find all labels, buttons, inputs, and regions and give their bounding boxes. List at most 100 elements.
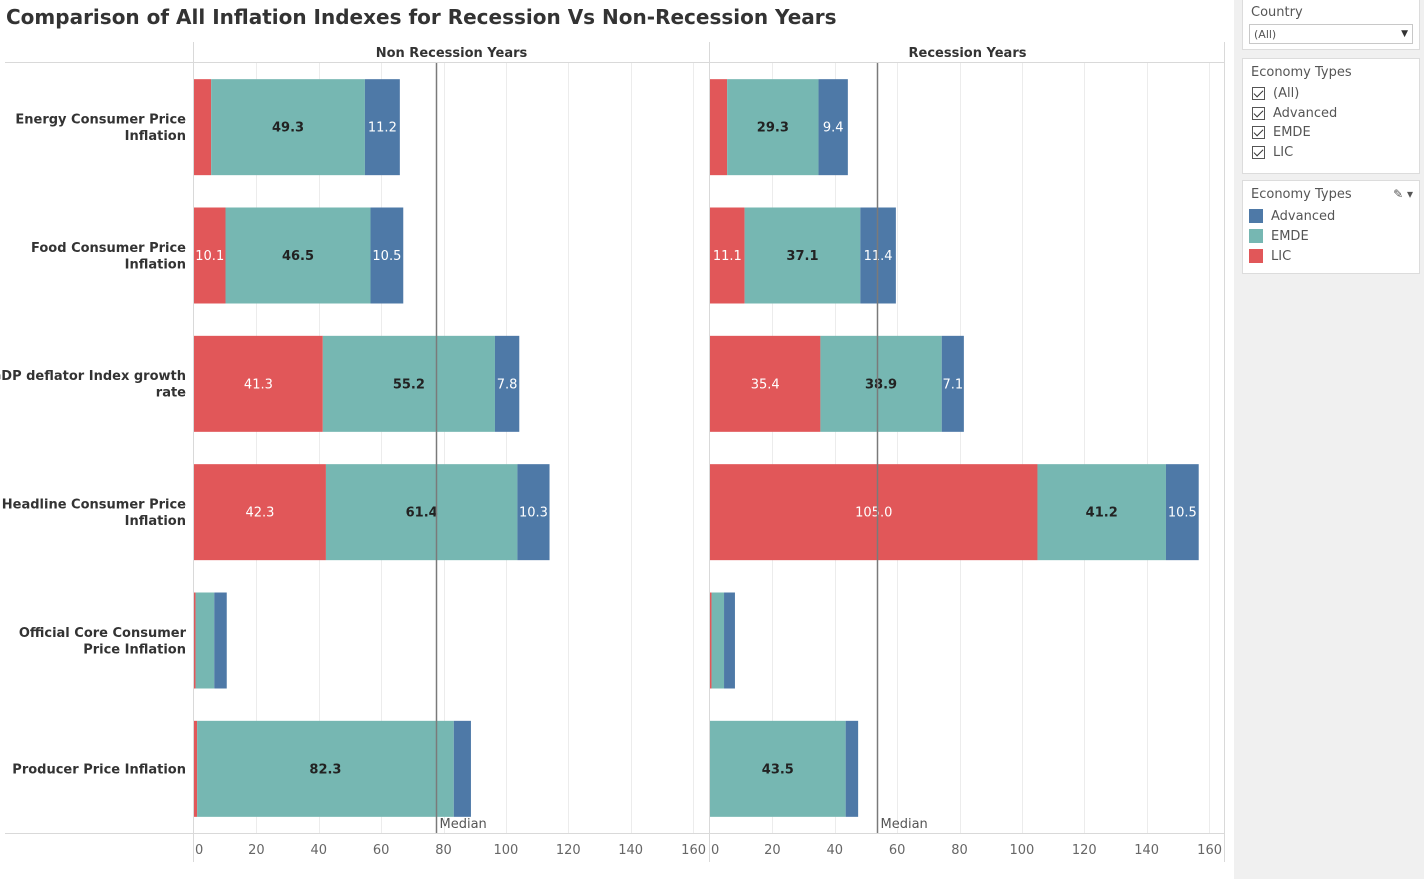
data-label: 37.1 bbox=[786, 249, 818, 264]
bar-segment bbox=[710, 720, 846, 817]
bar-segment bbox=[322, 335, 495, 432]
data-label: 35.4 bbox=[751, 377, 780, 392]
bar-segment bbox=[325, 464, 518, 561]
data-label: 41.2 bbox=[1086, 506, 1118, 521]
category-label: Price Inflation bbox=[83, 642, 186, 657]
x-tick-label: 0 bbox=[195, 843, 203, 858]
panel-header: Non Recession Years bbox=[376, 46, 528, 61]
filter-option[interactable]: Advanced bbox=[1243, 104, 1419, 124]
legend-title: Economy Types bbox=[1251, 187, 1352, 202]
bar-segment bbox=[453, 720, 471, 817]
data-label: 7.1 bbox=[942, 377, 963, 392]
data-label: 38.9 bbox=[865, 377, 897, 392]
filter-option[interactable]: LIC bbox=[1243, 143, 1419, 163]
country-dropdown-value: (All) bbox=[1254, 27, 1277, 41]
bar-segment bbox=[494, 335, 520, 432]
bar-segment bbox=[727, 79, 819, 176]
bar-segment bbox=[194, 335, 323, 432]
category-label: GDP deflator Index growth bbox=[0, 369, 186, 384]
chart-title: Comparison of All Inflation Indexes for … bbox=[6, 5, 837, 29]
x-tick-label: 100 bbox=[493, 843, 518, 858]
category-label: Headline Consumer Price bbox=[2, 497, 186, 512]
category-label: Inflation bbox=[125, 257, 186, 272]
bar-segment bbox=[370, 207, 404, 304]
category-label: Food Consumer Price bbox=[31, 241, 186, 256]
x-tick-label: 60 bbox=[889, 843, 906, 858]
data-label: 10.3 bbox=[519, 506, 548, 521]
chevron-down-icon: ▼ bbox=[1401, 29, 1408, 39]
category-label: Energy Consumer Price bbox=[15, 112, 186, 127]
bar-segment bbox=[1165, 464, 1199, 561]
data-label: 10.5 bbox=[1168, 506, 1197, 521]
x-tick-label: 0 bbox=[711, 843, 719, 858]
median-label: Median bbox=[440, 817, 487, 832]
data-label: 49.3 bbox=[272, 121, 304, 136]
legend-item[interactable]: LIC bbox=[1243, 246, 1419, 266]
x-tick-label: 120 bbox=[556, 843, 581, 858]
data-label: 43.5 bbox=[762, 762, 794, 777]
checkbox-checked-icon[interactable] bbox=[1252, 87, 1265, 101]
pencil-icon[interactable]: ✎ ▾ bbox=[1393, 186, 1413, 201]
data-label: 10.5 bbox=[372, 249, 401, 264]
bar-segment bbox=[194, 207, 226, 304]
data-label: 46.5 bbox=[282, 249, 314, 264]
legend-item[interactable]: Advanced bbox=[1243, 206, 1419, 226]
bar-segment bbox=[197, 720, 454, 817]
panel-header: Recession Years bbox=[909, 46, 1027, 61]
category-label: Official Core Consumer bbox=[19, 626, 187, 641]
filter-option-label: EMDE bbox=[1273, 125, 1311, 141]
x-tick-label: 40 bbox=[310, 843, 327, 858]
data-label: 11.1 bbox=[713, 249, 742, 264]
legend-item-label: Advanced bbox=[1271, 208, 1336, 224]
x-tick-label: 140 bbox=[1134, 843, 1159, 858]
data-label: 55.2 bbox=[393, 377, 425, 392]
bar-segment bbox=[211, 79, 365, 176]
bar-segment bbox=[710, 592, 712, 689]
bar-segment bbox=[194, 720, 198, 817]
data-label: 10.1 bbox=[195, 249, 224, 264]
bar-segment bbox=[195, 592, 215, 689]
country-dropdown[interactable]: (All) ▼ bbox=[1249, 24, 1413, 44]
legend-item[interactable]: EMDE bbox=[1243, 226, 1419, 246]
data-label: 82.3 bbox=[309, 762, 341, 777]
category-label: Producer Price Inflation bbox=[12, 762, 186, 777]
bar-segment bbox=[364, 79, 400, 176]
bar-segment bbox=[710, 207, 745, 304]
category-label: Inflation bbox=[125, 514, 186, 529]
x-tick-label: 160 bbox=[1197, 843, 1222, 858]
checkbox-checked-icon[interactable] bbox=[1252, 126, 1265, 140]
x-tick-label: 120 bbox=[1072, 843, 1097, 858]
checkbox-checked-icon[interactable] bbox=[1252, 106, 1265, 120]
filter-option[interactable]: (All) bbox=[1243, 84, 1419, 104]
data-label: 105.0 bbox=[855, 506, 892, 521]
bar-segment bbox=[225, 207, 371, 304]
bar-segment bbox=[710, 335, 821, 432]
legend-items: Advanced EMDE LIC bbox=[1243, 206, 1419, 266]
side-panel: Country (All) ▼ Economy Types (All) Advan… bbox=[1234, 0, 1424, 879]
country-filter-card: Country (All) ▼ bbox=[1242, 0, 1420, 50]
economy-types-filter-title: Economy Types bbox=[1251, 65, 1352, 80]
bar-segment bbox=[711, 592, 725, 689]
x-tick-label: 140 bbox=[618, 843, 643, 858]
x-tick-label: 80 bbox=[951, 843, 968, 858]
x-tick-label: 160 bbox=[681, 843, 706, 858]
bar-segment bbox=[820, 335, 942, 432]
category-label: Inflation bbox=[125, 129, 186, 144]
bar-segment bbox=[845, 720, 859, 817]
bar-segment bbox=[744, 207, 861, 304]
data-label: 61.4 bbox=[406, 506, 438, 521]
filter-option-label: (All) bbox=[1273, 86, 1300, 102]
data-label: 9.4 bbox=[823, 121, 844, 136]
data-label: 11.2 bbox=[368, 121, 397, 136]
bar-segment bbox=[194, 592, 196, 689]
x-tick-label: 100 bbox=[1009, 843, 1034, 858]
checkbox-checked-icon[interactable] bbox=[1252, 145, 1265, 159]
legend-card: Economy Types ✎ ▾ Advanced EMDE LIC bbox=[1242, 180, 1420, 274]
legend-header: Economy Types ✎ ▾ bbox=[1243, 181, 1419, 206]
filter-option[interactable]: EMDE bbox=[1243, 123, 1419, 143]
bar-segment bbox=[194, 79, 212, 176]
legend-swatch bbox=[1249, 229, 1263, 243]
bar-segment bbox=[710, 79, 728, 176]
bar-segment bbox=[724, 592, 735, 689]
